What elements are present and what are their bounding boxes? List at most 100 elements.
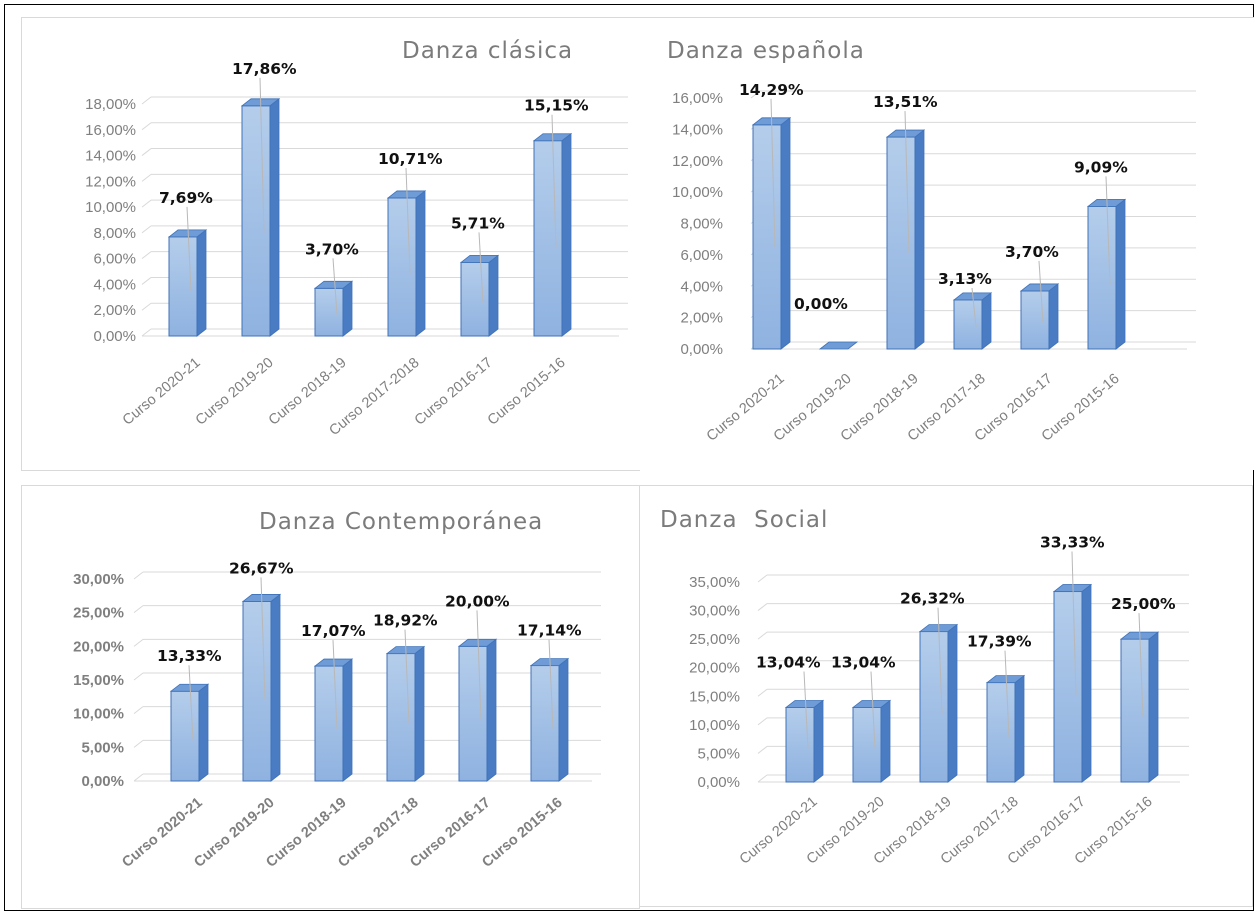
data-label-leader — [937, 607, 943, 715]
data-label-leader — [259, 77, 265, 233]
bar-side — [813, 699, 824, 783]
y-tick-label: 10,00% — [689, 717, 740, 734]
bar-front — [530, 665, 560, 782]
gridline-depth — [757, 603, 768, 611]
y-tick-label: 18,00% — [85, 96, 136, 113]
bar-front — [386, 653, 416, 782]
bar-front — [1020, 290, 1050, 350]
data-label: 33,33% — [1040, 534, 1105, 552]
data-label-leader — [1038, 260, 1044, 323]
bar-side — [415, 190, 426, 337]
gridline-depth — [141, 277, 152, 285]
y-tick-label: 16,00% — [672, 90, 723, 107]
data-label-leader — [260, 577, 266, 701]
chart-panel-danza-clasica: Danza clásica 0,00% 2,00% 4,00% 6,00% 8,00% 1… — [21, 17, 640, 471]
y-tick-label: 35,00% — [689, 574, 740, 591]
data-label-leader — [904, 111, 910, 254]
bar — [784, 699, 825, 783]
gridline-depth — [141, 96, 152, 105]
gridline-depth — [757, 746, 768, 754]
x-category-label: Curso 2015-16 — [485, 355, 569, 429]
bar-front — [460, 261, 490, 337]
bar-top — [985, 675, 1026, 684]
bar-front — [1120, 638, 1150, 783]
y-tick-label: 0,00% — [93, 328, 136, 345]
bar-front — [533, 140, 563, 337]
gridline-depth — [133, 571, 144, 580]
data-label: 17,07% — [301, 622, 366, 640]
bar-front — [170, 690, 200, 782]
bar — [751, 117, 792, 350]
bar-top — [818, 341, 859, 350]
y-tick-label: 6,00% — [680, 247, 723, 264]
bar-top — [459, 255, 500, 263]
x-category-label: Curso 2020-21 — [120, 355, 204, 429]
bar — [313, 280, 354, 337]
bar-side — [414, 645, 425, 782]
data-label-leader — [1105, 176, 1111, 285]
data-label-leader — [1071, 551, 1077, 697]
gridline-depth — [133, 706, 144, 715]
gridline-depth — [750, 90, 761, 99]
data-label: 13,04% — [756, 653, 821, 671]
gridline-depth — [141, 225, 152, 234]
bar-top — [167, 229, 208, 238]
gridline-depth — [133, 672, 144, 681]
bar-chart: 0,00% 2,00% 4,00% 6,00% 8,00% 10,00% 12,00% 14,… — [85, 60, 628, 439]
bar-front — [168, 236, 198, 337]
y-tick-label: 30,00% — [73, 571, 124, 588]
gridline-depth — [141, 199, 152, 208]
y-tick-label: 4,00% — [680, 278, 723, 295]
bar-front — [953, 299, 983, 350]
gridline-depth — [757, 717, 768, 726]
y-tick-label: 0,00% — [81, 773, 124, 790]
data-label: 18,92% — [373, 612, 438, 630]
data-label-leader — [332, 640, 338, 730]
bar-top — [313, 280, 354, 289]
bar-top — [1019, 283, 1060, 292]
y-tick-label: 10,00% — [73, 706, 124, 723]
x-category-label: Curso 2016-17 — [412, 355, 496, 429]
gridline-depth — [757, 660, 768, 669]
data-label-leader — [405, 167, 411, 274]
y-tick-label: 12,00% — [85, 173, 136, 190]
bar — [851, 699, 892, 783]
data-label: 26,67% — [229, 559, 294, 577]
bar-front — [241, 105, 271, 337]
bar-chart: 0,00% 5,00% 10,00% 15,00% 20,00% 25,00% 30,00%… — [73, 559, 601, 871]
bar-side — [342, 658, 353, 782]
bar-front — [852, 706, 882, 783]
bar — [918, 623, 959, 783]
gridline-depth — [757, 688, 768, 697]
bar-front — [314, 287, 344, 337]
y-tick-label: 5,00% — [81, 739, 124, 756]
bar-top — [457, 638, 498, 647]
bar-side — [270, 593, 281, 782]
gridline-depth — [133, 638, 144, 647]
bar-front — [242, 600, 272, 782]
data-label: 15,15% — [524, 97, 589, 115]
bar-side — [488, 254, 499, 337]
data-label-leader — [332, 258, 338, 315]
bar — [169, 683, 210, 782]
bar-front — [314, 665, 344, 782]
y-tick-label: 6,00% — [93, 251, 136, 268]
bar-side — [1048, 283, 1059, 350]
data-label: 0,00% — [794, 295, 848, 313]
bar-side — [558, 657, 569, 782]
chart-title: Danza española — [667, 38, 865, 64]
data-label: 13,51% — [873, 93, 938, 111]
gridline-depth — [141, 302, 152, 311]
chart-panel-danza-espanola: Danza española 0,00% 2,00% 4,00% 6,00% 8,00%… — [639, 17, 1254, 470]
y-tick-label: 12,00% — [672, 153, 723, 170]
gridline-depth — [133, 605, 144, 614]
bar-front — [886, 136, 916, 350]
y-tick-label: 2,00% — [93, 302, 136, 319]
data-label: 26,32% — [900, 590, 965, 608]
bar-top — [169, 683, 210, 692]
data-label-leader — [404, 629, 410, 724]
bar-chart: 0,00% 2,00% 4,00% 6,00% 8,00% 10,00% 12,00% 14,… — [672, 81, 1196, 445]
data-label: 13,33% — [157, 647, 222, 665]
y-tick-label: 15,00% — [689, 688, 740, 705]
bar-side — [1115, 198, 1126, 350]
